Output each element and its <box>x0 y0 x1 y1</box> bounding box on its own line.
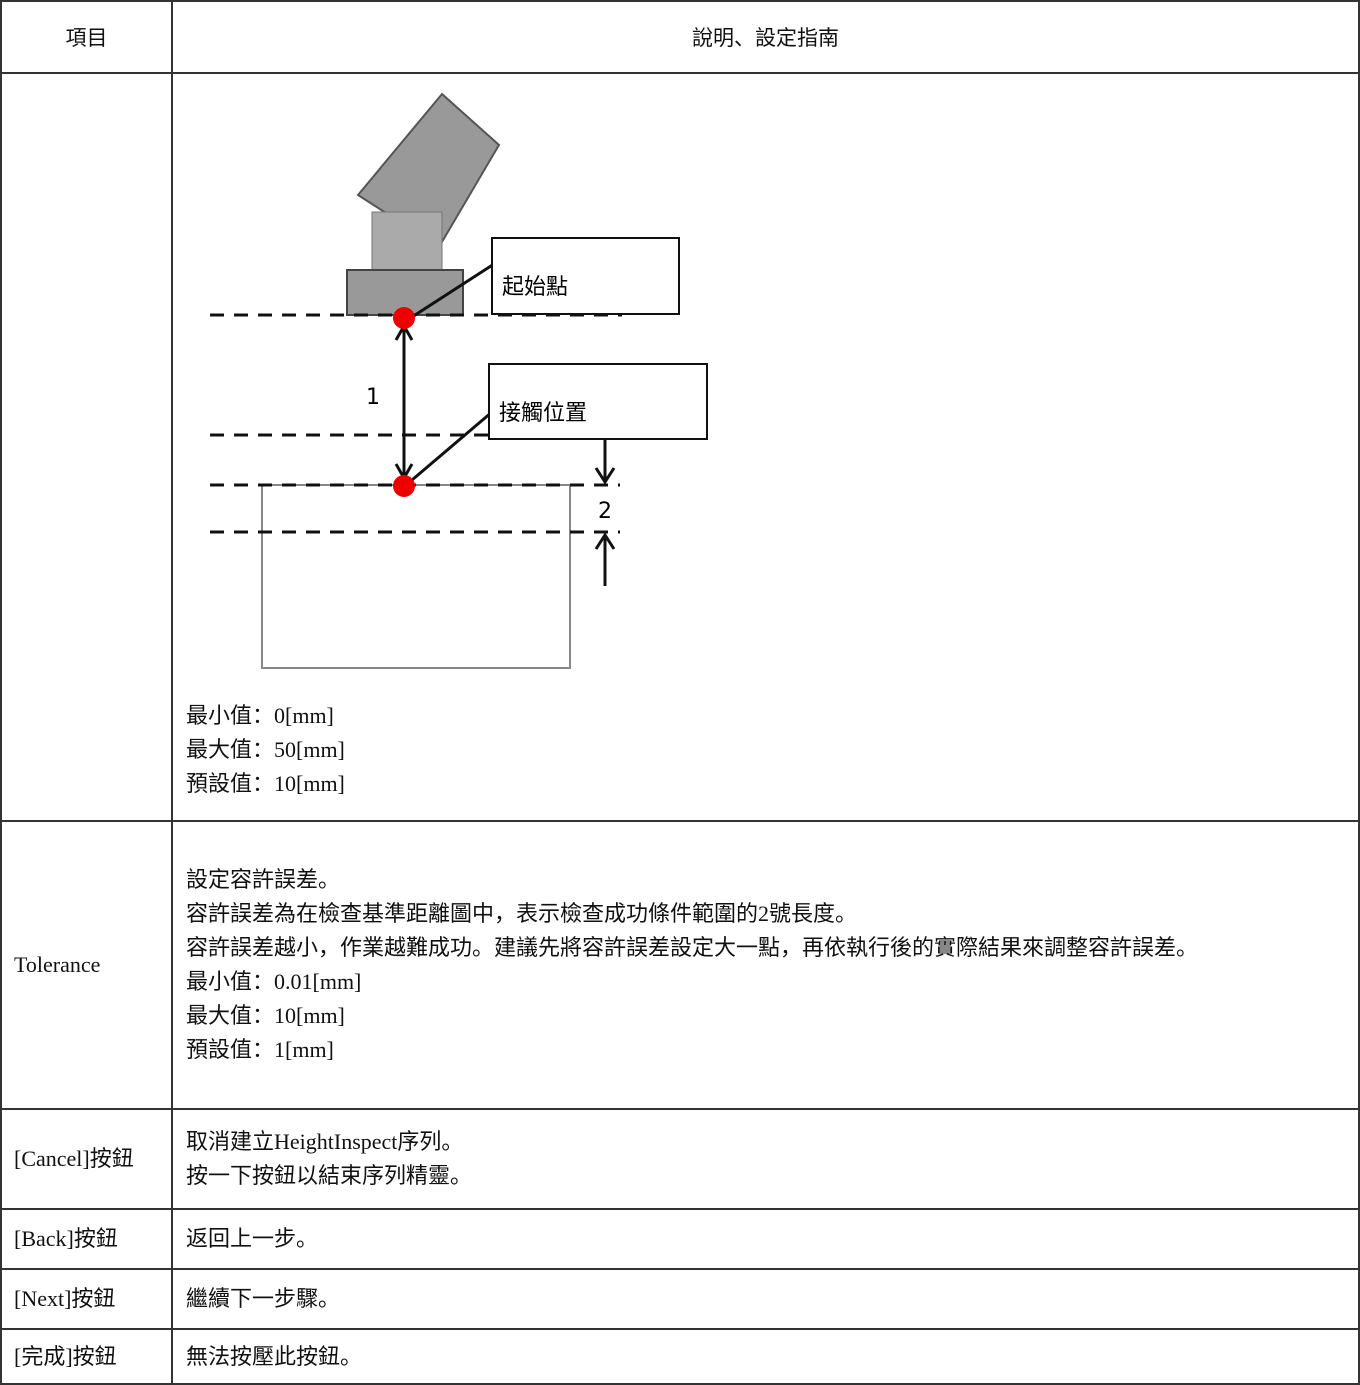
desc-line: 繼續下一步驟。 <box>186 1286 341 1311</box>
desc-cell: 無法按壓此按鈕。 <box>171 1328 1360 1385</box>
desc-line: 容許誤差越小，作業越難成功。建議先將容許誤差設定大一點，再依執行後的實際結果來調… <box>186 935 1199 960</box>
item-cell: [完成]按鈕 <box>0 1328 173 1385</box>
desc-line: 最小值：0.01[mm] <box>186 969 362 994</box>
diagram: 起始點 接觸位置 1 2 <box>210 92 708 669</box>
desc-cell: 返回上一步。 <box>171 1208 1360 1270</box>
item-cell: [Back]按鈕 <box>0 1208 173 1270</box>
desc-line: 無法按壓此按鈕。 <box>186 1343 363 1369</box>
item-cell <box>0 72 173 822</box>
desc-cell: 繼續下一步驟。 <box>171 1268 1360 1330</box>
row: [Back]按鈕 返回上一步。 <box>0 1208 1360 1270</box>
diagram-label: 接觸位置 <box>499 401 587 426</box>
desc-line: 預設值：1[mm] <box>186 1037 334 1062</box>
header-cell: 項目 <box>0 0 173 74</box>
diagram-label: 1 <box>366 385 380 410</box>
item-cell: Tolerance <box>0 820 173 1110</box>
desc-line: 取消建立HeightInspect序列。 <box>186 1129 464 1154</box>
desc-line: 容許誤差為在檢查基準距離圖中，表示檢查成功條件範圍的2號長度。 <box>186 901 858 926</box>
row: [Cancel]按鈕 取消建立HeightInspect序列。 按一下按鈕以結束序列… <box>0 1108 1360 1210</box>
row: [Next]按鈕 繼續下一步驟。 <box>0 1268 1360 1330</box>
desc-cell: 起始點 接觸位置 1 2 最小值：0[mm] 最大值：50[mm] 預設值：10[m… <box>171 72 1360 822</box>
desc-cell: 設定容許誤差。容許誤差為在檢查基準距離圖中，表示檢查成功條件範圍的2號長度。容許… <box>171 820 1360 1110</box>
header-cell: 說明、設定指南 <box>171 0 1360 74</box>
row: [完成]按鈕 無法按壓此按鈕。 <box>0 1328 1360 1385</box>
desc-line: 返回上一步。 <box>186 1226 319 1251</box>
desc-line: 預設值：10[mm] <box>186 771 345 796</box>
item-cell: [Next]按鈕 <box>0 1268 173 1330</box>
desc-cell: 取消建立HeightInspect序列。 按一下按鈕以結束序列精靈。 <box>171 1108 1360 1210</box>
header-row: 項目 說明、設定指南 <box>0 0 1360 74</box>
desc-lines: 最小值：0[mm] 最大值：50[mm] 預設值：10[mm] <box>186 699 1345 801</box>
diagram-label: 起始點 <box>502 275 568 300</box>
row: Tolerance 設定容許誤差。 容許誤差為在檢查基準距離圖中，表示檢查成功條件範… <box>0 820 1360 1110</box>
desc-line: 設定容許誤差。 <box>186 867 341 892</box>
desc-line: 最大值：50[mm] <box>186 737 345 762</box>
diagram-label: 2 <box>598 499 612 524</box>
desc-line: 最小值：0[mm] <box>186 703 334 728</box>
desc-line: 按一下按鈕以結束序列精靈。 <box>186 1163 473 1188</box>
desc-line: 最大值：10[mm] <box>186 1003 345 1028</box>
row: 起始點 接觸位置 1 2 最小值：0[mm] 最大值：50[mm] 預設值：10[m… <box>0 72 1360 822</box>
item-cell: [Cancel]按鈕 <box>0 1108 173 1210</box>
